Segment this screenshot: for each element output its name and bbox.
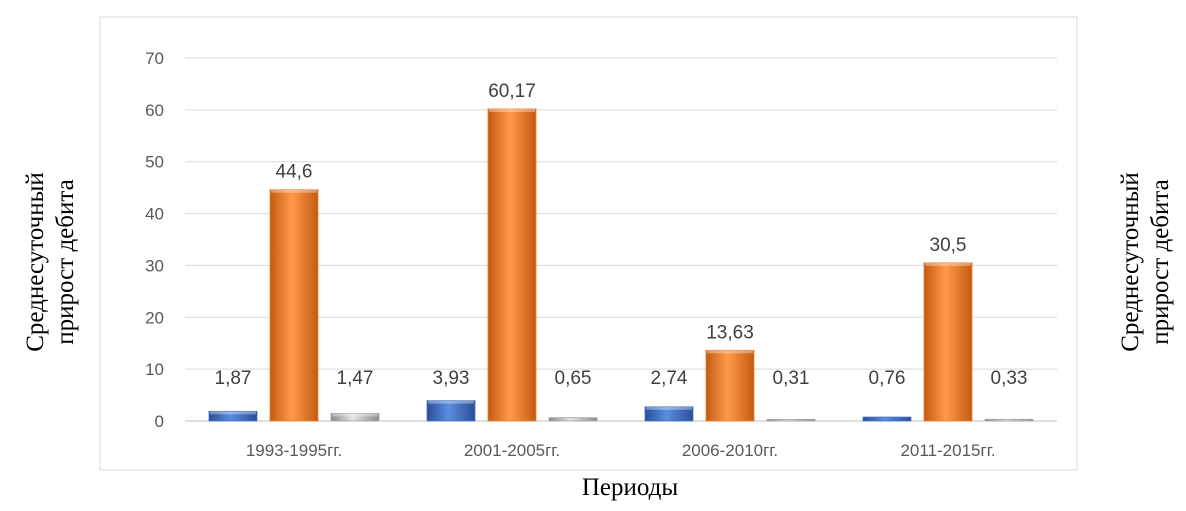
- bar: [269, 189, 319, 422]
- x-tick-label: 2006-2010гг.: [682, 441, 778, 460]
- data-label: 0,33: [991, 368, 1028, 389]
- data-label: 1,47: [337, 368, 374, 389]
- y-tick-label: 30: [145, 256, 164, 275]
- data-label: 3,93: [433, 368, 470, 389]
- data-label: 44,6: [276, 162, 313, 183]
- y-tick-label: 70: [145, 49, 164, 68]
- bar-highlight: [925, 262, 971, 266]
- y-tick-label: 0: [155, 412, 164, 431]
- y-axis-label-left-line2: прирост дебита: [52, 179, 79, 344]
- x-axis-label: Периоды: [582, 474, 679, 501]
- y-tick-label: 60: [145, 101, 164, 120]
- y-axis-tick-labels: 0 10 20 30 40 50 60 70: [145, 49, 164, 431]
- data-label: 0,31: [773, 368, 810, 389]
- bar: [426, 400, 476, 422]
- data-labels: 1,87 44,6 1,47 3,93 60,17 0,65 2,74 13,63 0,31 0,…: [215, 81, 1028, 389]
- x-tick-label: 2011-2015гг.: [900, 441, 995, 460]
- y-axis-label-right-line1: Среднесуточный: [1117, 172, 1144, 352]
- bar: [766, 418, 816, 422]
- bar: [330, 412, 380, 422]
- y-tick-label: 20: [145, 308, 164, 327]
- plot-frame: [99, 16, 1078, 471]
- x-tick-label: 1993-1995гг.: [246, 441, 342, 460]
- y-tick-label: 40: [145, 205, 164, 224]
- bar: [548, 417, 598, 422]
- y-axis-label-left-line1: Среднесуточный: [22, 172, 49, 352]
- bar: [984, 418, 1034, 422]
- data-label: 2,74: [651, 368, 688, 389]
- bar-highlight: [489, 108, 535, 112]
- y-tick-label: 10: [145, 360, 164, 379]
- data-label: 60,17: [488, 81, 536, 102]
- bar: [644, 406, 694, 422]
- bar: [208, 410, 258, 422]
- data-label: 0,76: [869, 368, 906, 389]
- bar: [862, 416, 912, 422]
- bar-highlight: [646, 406, 692, 410]
- bar-highlight: [210, 411, 256, 415]
- y-axis-label-right-line2: прирост дебита: [1147, 179, 1174, 344]
- bar: [705, 349, 755, 422]
- data-label: 1,87: [215, 368, 252, 389]
- data-label: 30,5: [930, 235, 967, 256]
- x-axis-tick-labels: 1993-1995гг. 2001-2005гг. 2006-2010гг. 2011…: [246, 441, 996, 460]
- bar-highlight: [271, 189, 317, 193]
- bar-highlight: [332, 413, 378, 417]
- x-tick-label: 2001-2005гг.: [464, 441, 560, 460]
- bar: [487, 108, 537, 422]
- bars: [208, 108, 1034, 422]
- data-label: 0,65: [555, 368, 592, 389]
- y-tick-label: 50: [145, 153, 164, 172]
- bar: [923, 262, 973, 422]
- data-label: 13,63: [706, 322, 754, 343]
- bar-highlight: [707, 350, 753, 354]
- gridlines: [185, 57, 1057, 422]
- bar-highlight: [428, 400, 474, 404]
